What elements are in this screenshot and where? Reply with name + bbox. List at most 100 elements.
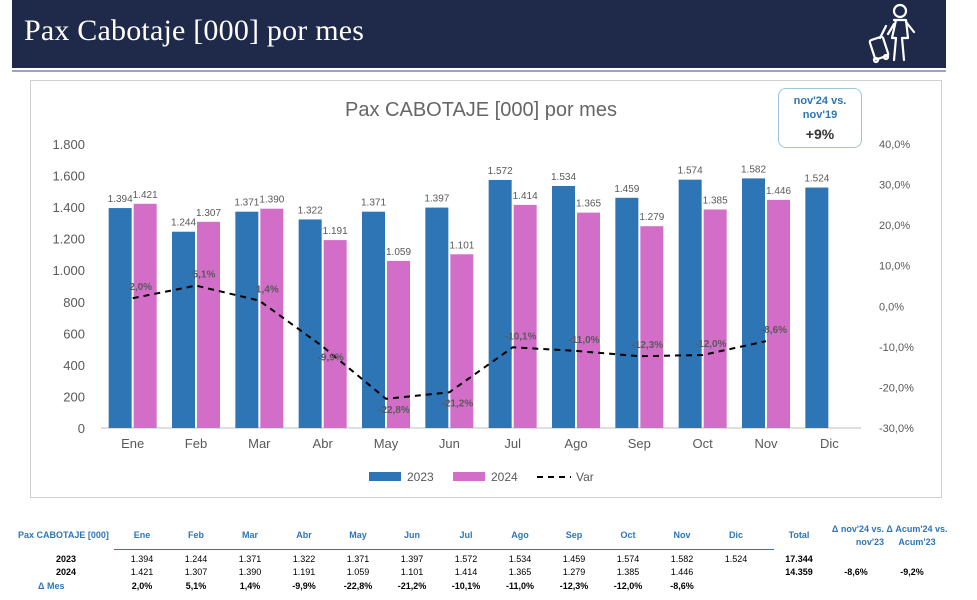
bar-2023 bbox=[805, 187, 829, 428]
table-cell: -10,1% bbox=[451, 581, 481, 591]
y2-tick-label: 0,0% bbox=[879, 301, 904, 313]
bar-2023-label: 1.459 bbox=[614, 184, 639, 195]
bar-2024 bbox=[513, 204, 537, 428]
table-month-header: Oct bbox=[620, 530, 636, 540]
table-delta-nov-cell: -8,6% bbox=[844, 567, 868, 577]
bar-2023-label: 1.322 bbox=[298, 205, 323, 216]
table-cell: 1.582 bbox=[670, 554, 694, 564]
table-cell: 1.371 bbox=[346, 554, 370, 564]
bar-2024-label: 1.365 bbox=[576, 199, 601, 210]
table-cell: 1.459 bbox=[562, 554, 586, 564]
x-tick-label: Jun bbox=[439, 436, 460, 451]
table-header-rule bbox=[114, 549, 774, 550]
table-month-header: Nov bbox=[673, 530, 691, 540]
bar-2024-label: 1.307 bbox=[196, 208, 221, 219]
table-delta-acum-header: Δ Acum'24 vs. Acum'23 bbox=[886, 524, 948, 547]
table-month-header: Abr bbox=[296, 530, 312, 540]
bar-2023 bbox=[172, 231, 195, 428]
table-cell: -9,9% bbox=[292, 581, 316, 591]
y2-tick-label: 30,0% bbox=[879, 180, 910, 192]
x-tick-label: Oct bbox=[693, 436, 714, 451]
table-delta-acum-cell: -9,2% bbox=[900, 567, 924, 577]
bar-2023 bbox=[298, 219, 322, 428]
table-cell: 1.365 bbox=[508, 567, 532, 577]
bar-2024 bbox=[577, 212, 600, 428]
table-month-header: Jun bbox=[403, 530, 420, 540]
table-cell: 1,4% bbox=[239, 581, 261, 591]
bar-2023 bbox=[615, 197, 639, 428]
bar-2024-label: 1.421 bbox=[133, 190, 158, 201]
x-tick-label: Abr bbox=[313, 436, 334, 451]
comparison-value: +9% bbox=[805, 126, 835, 142]
table-delta-nov-header: Δ nov'24 vs. nov'23 bbox=[831, 524, 884, 547]
var-label: -21,2% bbox=[441, 398, 473, 409]
var-label: -11,0% bbox=[568, 335, 599, 346]
bar-2024-label: 1.101 bbox=[449, 240, 474, 251]
table-month-header: Ago bbox=[511, 530, 529, 540]
data-table: Pax CABOTAJE [000] Ene Feb Mar Abr May Jun Jul A… bbox=[18, 524, 948, 596]
y-tick-label: 1.200 bbox=[52, 232, 85, 247]
bar-2023-label: 1.397 bbox=[424, 194, 449, 205]
y-tick-label: 1.000 bbox=[52, 263, 85, 278]
table-cell: 1.191 bbox=[292, 567, 316, 577]
comparison-label: nov'24 vs. nov'19 bbox=[793, 95, 847, 121]
legend-label-2023: 2023 bbox=[407, 470, 434, 484]
table-cell: 1.244 bbox=[184, 554, 208, 564]
table-cell: 1.385 bbox=[616, 567, 640, 577]
bar-2023-label: 1.534 bbox=[551, 172, 576, 183]
y2-tick-label: -30,0% bbox=[879, 423, 914, 435]
bar-2024 bbox=[260, 208, 284, 428]
var-label: -12,3% bbox=[631, 340, 663, 351]
y-tick-label: 1.600 bbox=[52, 169, 85, 184]
table-cell: 1.394 bbox=[130, 554, 154, 564]
legend-label-2024: 2024 bbox=[491, 470, 518, 484]
var-label: -10,1% bbox=[505, 331, 537, 342]
table-cell: 1.421 bbox=[130, 567, 154, 577]
table-cell: 1.574 bbox=[616, 554, 640, 564]
table-cell: 1.322 bbox=[292, 554, 316, 564]
var-label: 2,0% bbox=[129, 282, 152, 293]
y2-tick-label: 20,0% bbox=[879, 220, 910, 232]
bar-2023 bbox=[678, 179, 702, 428]
x-tick-label: Mar bbox=[248, 436, 271, 451]
bar-2023 bbox=[742, 178, 765, 428]
table-cell: 1.397 bbox=[400, 554, 424, 564]
page-header: Pax Cabotaje [000] por mes bbox=[12, 0, 946, 68]
table-cell: -8,6% bbox=[670, 581, 694, 591]
table-month-header: May bbox=[349, 530, 367, 540]
table-cell: 5,1% bbox=[185, 581, 207, 591]
bar-2024-label: 1.414 bbox=[513, 191, 538, 202]
y2-tick-label: 10,0% bbox=[879, 261, 910, 273]
x-tick-label: May bbox=[374, 436, 399, 451]
table-cell: 1.524 bbox=[724, 554, 748, 564]
table-cell: 1.101 bbox=[400, 567, 424, 577]
legend-label-var: Var bbox=[576, 470, 594, 484]
y-tick-label: 1.400 bbox=[52, 200, 85, 215]
comparison-card: nov'24 vs. nov'19 +9% bbox=[778, 88, 862, 148]
y2-tick-label: -10,0% bbox=[879, 342, 914, 354]
y-tick-label: 1.800 bbox=[52, 137, 85, 152]
table-cell: 2,0% bbox=[131, 581, 153, 591]
y2-tick-label: -20,0% bbox=[879, 382, 914, 394]
table-total-header: Total bbox=[788, 530, 810, 540]
table-row-label: 2023 bbox=[56, 554, 77, 564]
table-cell: -11,0% bbox=[505, 581, 535, 591]
y-tick-label: 800 bbox=[63, 295, 85, 310]
table-month-header: Dic bbox=[728, 530, 743, 540]
table-month-header: Feb bbox=[187, 530, 204, 540]
header-divider bbox=[12, 70, 946, 72]
bar-2023-label: 1.574 bbox=[678, 166, 703, 177]
bar-2024 bbox=[133, 203, 157, 428]
bar-2024-label: 1.390 bbox=[259, 195, 284, 206]
bar-2024 bbox=[703, 209, 727, 428]
table-row-label: Δ Mes bbox=[38, 581, 65, 591]
bar-2024-label: 1.279 bbox=[639, 212, 664, 223]
y2-tick-label: 40,0% bbox=[879, 139, 910, 151]
bar-2023 bbox=[362, 211, 385, 428]
table-cell: -12,3% bbox=[559, 581, 589, 591]
table-row-label: 2024 bbox=[56, 567, 77, 577]
chart-title: Pax CABOTAJE [000] por mes bbox=[345, 99, 617, 121]
y-tick-label: 400 bbox=[63, 358, 85, 373]
chart-frame: Pax CABOTAJE [000] por mes 0 200 400 600 800 1… bbox=[30, 80, 942, 498]
table-total-cell: 14.359 bbox=[785, 567, 813, 577]
